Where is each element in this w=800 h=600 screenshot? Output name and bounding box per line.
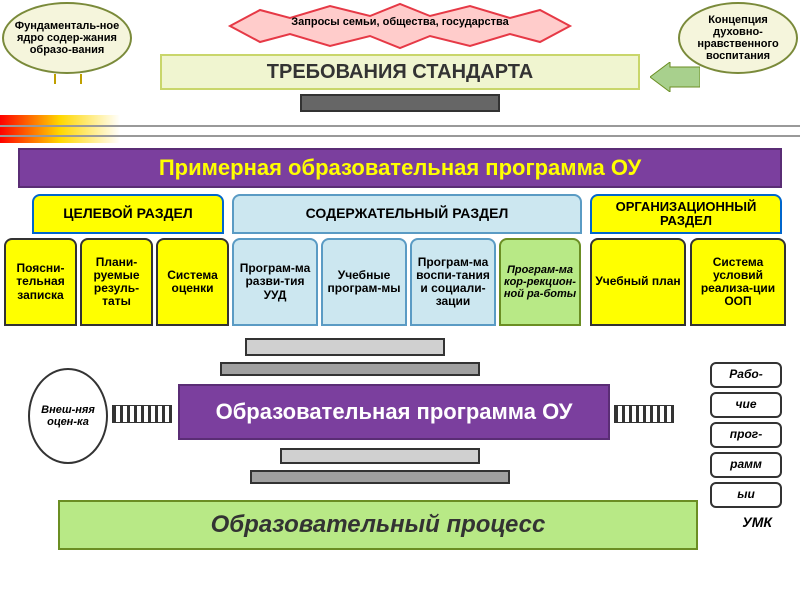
section-header-yellow2: ОРГАНИЗАЦИОННЫЙ РАЗДЕЛ — [590, 194, 782, 234]
connector-rect-2 — [245, 338, 445, 356]
yellow-item-2: Система оценки — [156, 238, 229, 326]
purple-bar-1: Примерная образовательная программа ОУ — [18, 148, 782, 188]
section-header-yellow-text: ЦЕЛЕВОЙ РАЗДЕЛ — [63, 206, 192, 221]
yellow-item-1: Плани-руемые резуль-таты — [80, 238, 153, 326]
blue-item-0-text: Програм-ма разви-тия УУД — [236, 262, 314, 302]
blue-item-2: Програм-ма воспи-тания и социали-зации — [410, 238, 496, 326]
bottom-bar: Образовательный процесс — [58, 500, 698, 550]
connector-rect — [300, 94, 500, 112]
side-tab-1: чие — [710, 392, 782, 418]
section-header-yellow: ЦЕЛЕВОЙ РАЗДЕЛ — [32, 194, 224, 234]
decor-rainbow — [0, 115, 120, 143]
yellow2-item-0: Учебный план — [590, 238, 686, 326]
side-tab-0-text: Рабо- — [729, 368, 762, 381]
blue-item-1-text: Учебные програм-мы — [325, 269, 403, 295]
starburst-text: Запросы семьи, общества, государства — [250, 16, 550, 28]
blue-item-2-text: Програм-ма воспи-тания и социали-зации — [414, 256, 492, 309]
section-header-blue-text: СОДЕРЖАТЕЛЬНЫЙ РАЗДЕЛ — [306, 206, 509, 221]
side-tab-1-text: чие — [736, 398, 757, 411]
yellow2-item-0-text: Учебный план — [595, 275, 680, 288]
striped-connector-r — [614, 405, 674, 423]
blue-item-3: Програм-ма кор-рекцион-ной ра-боты — [499, 238, 581, 326]
side-tab-2-text: прог- — [730, 428, 762, 441]
connector — [80, 74, 82, 84]
oval-external-text: Внеш-няя оцен-ка — [34, 404, 102, 428]
yellow2-item-1-text: Система условий реализа-ции ООП — [694, 256, 782, 309]
decor-line — [0, 125, 800, 127]
connector — [54, 74, 56, 84]
purple-bar-2: Образовательная программа ОУ — [178, 384, 610, 440]
standard-text: ТРЕБОВАНИЯ СТАНДАРТА — [267, 61, 533, 83]
blue-item-1: Учебные програм-мы — [321, 238, 407, 326]
section-header-yellow2-text: ОРГАНИЗАЦИОННЫЙ РАЗДЕЛ — [594, 200, 778, 229]
side-tab-2: прог- — [710, 422, 782, 448]
oval-fundamental-text: Фундаменталь-ное ядро содер-жания образо… — [8, 20, 126, 56]
connector-rect-5 — [250, 470, 510, 484]
side-tab-4-text: ыи — [737, 488, 755, 501]
decor-line — [0, 135, 800, 137]
side-tab-3: рамм — [710, 452, 782, 478]
yellow-item-2-text: Система оценки — [160, 269, 225, 295]
blue-item-3-text: Програм-ма кор-рекцион-ной ра-боты — [503, 264, 577, 300]
standard-box: ТРЕБОВАНИЯ СТАНДАРТА — [160, 54, 640, 90]
yellow-item-0-text: Поясни-тельная записка — [8, 262, 73, 302]
connector-rect-4 — [280, 448, 480, 464]
side-tab-0: Рабо- — [710, 362, 782, 388]
side-tab-3-text: рамм — [730, 458, 762, 471]
oval-concept-text: Концепция духовно-нравственного воспитан… — [684, 14, 792, 62]
arrow-green-icon — [650, 62, 700, 92]
purple-bar-2-text: Образовательная программа ОУ — [216, 400, 573, 424]
connector-rect-3 — [220, 362, 480, 376]
purple-bar-1-text: Примерная образовательная программа ОУ — [159, 156, 641, 180]
section-header-blue: СОДЕРЖАТЕЛЬНЫЙ РАЗДЕЛ — [232, 194, 582, 234]
umk-label: УМК — [742, 514, 772, 530]
yellow2-item-1: Система условий реализа-ции ООП — [690, 238, 786, 326]
blue-item-0: Програм-ма разви-тия УУД — [232, 238, 318, 326]
bottom-bar-text: Образовательный процесс — [211, 512, 546, 538]
oval-fundamental: Фундаменталь-ное ядро содер-жания образо… — [2, 2, 132, 74]
striped-connector — [112, 405, 172, 423]
yellow-item-0: Поясни-тельная записка — [4, 238, 77, 326]
side-tab-4: ыи — [710, 482, 782, 508]
oval-external: Внеш-няя оцен-ка — [28, 368, 108, 464]
yellow-item-1-text: Плани-руемые резуль-таты — [84, 256, 149, 309]
